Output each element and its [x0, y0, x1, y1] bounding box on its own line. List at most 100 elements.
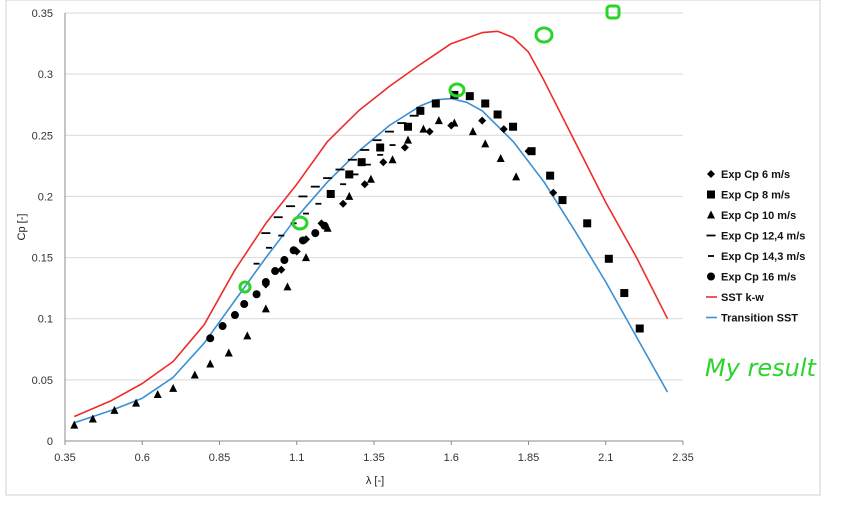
data-point-s5: [252, 290, 261, 299]
x-tick-label: 1.1: [289, 452, 304, 464]
handwritten-annotation: My result: [705, 354, 818, 382]
data-point-s1: [481, 99, 490, 108]
legend-swatch-0: [707, 170, 715, 178]
legend-label-0: Exp Cp 6 m/s: [721, 169, 790, 181]
legend-label-3: Exp Cp 12,4 m/s: [721, 231, 805, 243]
legend-label-1: Exp Cp 8 m/s: [721, 190, 790, 202]
data-point-s2: [190, 370, 199, 379]
data-point-s2: [388, 155, 397, 164]
data-point-s2: [345, 191, 354, 200]
data-point-s5: [311, 229, 320, 238]
x-tick-label: 2.1: [598, 452, 613, 464]
data-point-s1: [620, 289, 629, 298]
y-tick-label: 0.1: [38, 314, 53, 326]
y-tick-label: 0.3: [38, 69, 53, 81]
data-point-s0: [379, 158, 388, 167]
data-point-s0: [400, 143, 409, 152]
legend-label-4: Exp Cp 14,3 m/s: [721, 251, 805, 263]
gridlines: [65, 12, 683, 381]
data-point-s2: [169, 383, 178, 392]
data-point-s1: [493, 110, 502, 119]
y-axis-label: Cp [-]: [16, 214, 28, 241]
data-point-s0: [339, 199, 348, 208]
data-point-s5: [261, 278, 270, 287]
series-line-6: [73, 30, 669, 418]
data-point-s2: [132, 398, 141, 407]
y-tick-label: 0.2: [38, 191, 53, 203]
highlight-mark-5: [605, 4, 621, 20]
highlight-mark-1: [238, 280, 252, 294]
data-point-s2: [110, 405, 119, 414]
legend-swatch-2: [707, 210, 715, 219]
data-point-s2: [261, 304, 270, 313]
data-point-s5: [240, 300, 249, 309]
y-tick-label: 0.15: [32, 253, 53, 265]
data-point-s2: [88, 414, 97, 423]
data-point-s2: [283, 282, 292, 291]
x-axis-label: λ [-]: [366, 475, 384, 487]
x-tick-label: 0.6: [135, 452, 150, 464]
series-lines: [73, 30, 669, 424]
data-point-s2: [153, 390, 162, 399]
data-point-s2: [403, 135, 412, 144]
legend: Exp Cp 6 m/s Exp Cp 8 m/s Exp Cp 10 m/s Exp…: [706, 169, 805, 325]
legend-swatch-1: [707, 190, 715, 199]
data-point-s0: [478, 116, 487, 125]
legend-label-6: SST k-w: [721, 292, 764, 304]
data-point-s0: [277, 265, 286, 274]
data-point-s1: [527, 147, 536, 156]
y-tick-label: 0.25: [32, 130, 53, 142]
x-tick-label: 0.35: [54, 452, 75, 464]
data-point-s0: [499, 125, 508, 134]
series-points: [70, 90, 644, 429]
data-point-s1: [431, 99, 440, 108]
chart-border: [5, 0, 821, 496]
data-point-s2: [496, 154, 505, 163]
data-point-s2: [366, 174, 375, 183]
data-point-s0: [360, 180, 369, 189]
data-point-s1: [403, 122, 412, 131]
data-point-s2: [224, 348, 233, 357]
data-point-s1: [416, 106, 425, 115]
data-point-s5: [206, 334, 215, 343]
axes: [64, 13, 684, 445]
data-point-s1: [345, 170, 354, 179]
x-tick-label: 0.85: [209, 452, 230, 464]
data-point-s5: [271, 267, 280, 276]
data-point-s5: [280, 256, 289, 265]
data-point-s2: [481, 139, 490, 148]
highlight-mark-3: [448, 82, 466, 98]
data-point-s1: [558, 196, 567, 205]
series-line-7: [74, 97, 669, 424]
y-tick-label: 0: [47, 436, 53, 448]
legend-label-5: Exp Cp 16 m/s: [721, 272, 796, 284]
tick-labels: 0 0.05 0.1 0.15 0.2 0.25 0.3 0.35 0.35 0.6 0.85 1.1…: [32, 8, 694, 464]
data-point-s0: [425, 127, 434, 136]
data-point-s2: [450, 118, 459, 127]
data-point-s1: [546, 171, 555, 180]
data-point-s1: [357, 158, 366, 167]
legend-label-2: Exp Cp 10 m/s: [721, 210, 796, 222]
data-point-s0: [549, 188, 558, 197]
data-point-s5: [298, 236, 307, 245]
data-point-s2: [70, 420, 79, 429]
data-point-s1: [604, 254, 613, 263]
data-point-s2: [512, 172, 521, 181]
data-point-s2: [302, 253, 311, 262]
x-tick-label: 1.35: [363, 452, 384, 464]
x-tick-label: 1.6: [444, 452, 459, 464]
x-tick-label: 1.85: [518, 452, 539, 464]
data-point-s5: [230, 311, 239, 320]
data-point-s1: [509, 122, 518, 131]
data-point-s1: [583, 219, 592, 228]
data-point-s2: [243, 331, 252, 340]
data-point-s2: [206, 359, 215, 368]
data-point-s1: [376, 143, 385, 152]
highlight-mark-4: [534, 26, 554, 44]
data-point-s5: [289, 246, 298, 255]
data-point-s1: [465, 92, 474, 101]
highlight-mark-2: [291, 215, 309, 231]
legend-swatch-5: [707, 272, 715, 281]
data-point-s2: [468, 127, 477, 136]
